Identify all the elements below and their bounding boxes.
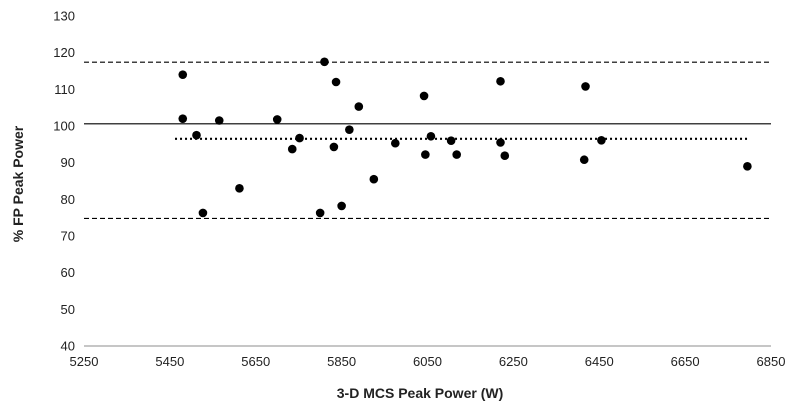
data-point xyxy=(178,114,188,123)
x-tick-label: 5650 xyxy=(241,354,270,369)
tick-labels: 5250 5450 5650 5850 6050 6250 6450 6650 6850 40 50… xyxy=(53,9,785,370)
data-point xyxy=(581,82,590,91)
x-tick-label: 6050 xyxy=(413,354,442,369)
data-point xyxy=(214,116,224,125)
data-point xyxy=(295,133,304,143)
data-point xyxy=(597,136,606,145)
y-tick-label: 130 xyxy=(53,9,75,24)
data-point xyxy=(320,57,329,67)
data-point xyxy=(743,162,752,171)
data-point xyxy=(421,150,430,159)
data-point xyxy=(452,150,461,159)
reference-lines xyxy=(84,61,771,219)
data-point xyxy=(496,76,505,86)
data-point xyxy=(287,144,297,154)
data-point xyxy=(235,184,244,193)
data-point xyxy=(198,208,208,218)
data-point xyxy=(192,130,201,140)
data-point xyxy=(315,208,325,218)
x-tick-label: 6250 xyxy=(499,354,528,369)
data-point xyxy=(496,138,505,147)
x-axis-title: 3-D MCS Peak Power (W) xyxy=(337,385,503,401)
y-tick-label: 90 xyxy=(61,155,75,170)
y-axis-title: % FP Peak Power xyxy=(10,125,26,242)
data-point xyxy=(419,91,429,101)
y-tick-label: 110 xyxy=(54,82,75,97)
data-point xyxy=(446,136,456,145)
y-tick-label: 70 xyxy=(61,229,75,244)
data-point xyxy=(500,151,510,160)
data-point xyxy=(178,70,188,79)
y-tick-label: 80 xyxy=(61,192,75,207)
data-point xyxy=(337,201,346,211)
data-point xyxy=(331,77,341,87)
x-tick-label: 5850 xyxy=(327,354,356,369)
data-point xyxy=(369,174,379,184)
data-point xyxy=(272,115,282,124)
x-tick-label: 6650 xyxy=(671,354,700,369)
data-point xyxy=(579,155,589,165)
data-point xyxy=(345,125,354,134)
data-points xyxy=(178,57,752,218)
x-tick-label: 5450 xyxy=(155,354,184,369)
y-tick-label: 40 xyxy=(61,339,75,354)
data-point xyxy=(354,102,364,111)
x-tick-label: 6450 xyxy=(585,354,614,369)
x-tick-label: 6850 xyxy=(757,354,786,369)
y-tick-label: 120 xyxy=(53,45,75,60)
y-tick-label: 60 xyxy=(61,265,75,280)
y-tick-label: 100 xyxy=(53,119,75,134)
data-point xyxy=(390,138,400,148)
y-tick-label: 50 xyxy=(61,302,75,317)
data-point xyxy=(426,131,436,141)
x-tick-label: 5250 xyxy=(70,354,99,369)
data-point xyxy=(329,142,339,152)
